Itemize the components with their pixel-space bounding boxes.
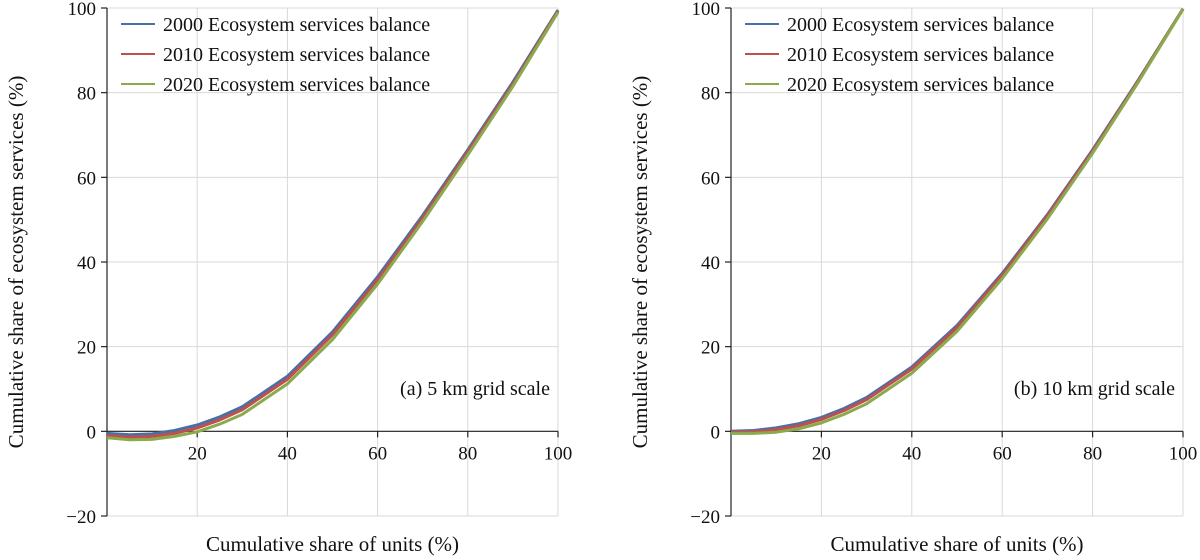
panel-a-x-axis-title: Cumulative share of units (%) bbox=[206, 532, 459, 556]
panel-b-xtick-label: 80 bbox=[1083, 443, 1102, 464]
panel-b-x-axis-title: Cumulative share of units (%) bbox=[830, 532, 1083, 556]
panel-b-group: −20 0 20 40 60 80 100 20 40 60 80 100 2000 Ecosystem… bbox=[628, 0, 1197, 556]
panel-b-ytick-label: −20 bbox=[690, 507, 720, 528]
panel-a-group: −20 0 20 40 60 80 100 20 40 60 80 100 2000 Ecosystem… bbox=[4, 0, 572, 556]
panel-a-series-line-3 bbox=[106, 11, 560, 442]
panel-a-series-line-2 bbox=[106, 10, 560, 439]
panel-a-ytick-label: 0 bbox=[87, 422, 97, 443]
panel-b-y-axis-title: Cumulative share of ecosystem services (… bbox=[628, 76, 652, 449]
panel-b-legend-label-3: 2020 Ecosystem services balance bbox=[787, 74, 1054, 96]
panel-a-legend-label-2: 2010 Ecosystem services balance bbox=[163, 44, 430, 66]
panel-a-y-axis-title: Cumulative share of ecosystem services (… bbox=[4, 76, 28, 449]
panel-b-ytick-label: 60 bbox=[701, 168, 720, 189]
panel-a-xtick-label: 100 bbox=[544, 443, 573, 464]
panel-a-legend-label-1: 2000 Ecosystem services balance bbox=[163, 14, 430, 36]
panel-a-ytick-label: 80 bbox=[77, 84, 96, 105]
panel-b-series-line-3 bbox=[731, 8, 1185, 435]
panel-b-series-line-2 bbox=[730, 8, 1185, 434]
panel-b-ytick-label: 0 bbox=[711, 422, 721, 443]
panel-b-xtick-label: 40 bbox=[902, 443, 921, 464]
panel-a-ytick-label: 100 bbox=[68, 0, 97, 20]
panel-a-ytick-label: 40 bbox=[77, 253, 96, 274]
panel-b-panel-label: (b) 10 km grid scale bbox=[1014, 378, 1175, 400]
panel-b-xtick-label: 100 bbox=[1169, 443, 1198, 464]
panel-a-xtick-label: 60 bbox=[368, 443, 387, 464]
panel-a-xtick-label: 40 bbox=[278, 443, 297, 464]
panel-b-legend-label-2: 2010 Ecosystem services balance bbox=[787, 44, 1054, 66]
panel-a-ytick-label: 60 bbox=[77, 168, 96, 189]
panel-b-series-line-1 bbox=[730, 8, 1185, 433]
panel-b-ytick-label: 40 bbox=[701, 253, 720, 274]
panel-b-ytick-label: 20 bbox=[701, 338, 720, 359]
panel-a-xtick-label: 80 bbox=[458, 443, 477, 464]
panel-b-ytick-label: 100 bbox=[692, 0, 721, 20]
panel-b-legend-label-1: 2000 Ecosystem services balance bbox=[787, 14, 1054, 36]
panel-a-panel-label: (a) 5 km grid scale bbox=[400, 378, 550, 400]
panel-a-legend-label-3: 2020 Ecosystem services balance bbox=[163, 74, 430, 96]
panel-a-ytick-label: 20 bbox=[77, 338, 96, 359]
panel-a-xtick-label: 20 bbox=[188, 443, 207, 464]
panel-a-ytick-label: −20 bbox=[66, 507, 96, 528]
panel-b-xtick-label: 20 bbox=[812, 443, 831, 464]
panel-b-xtick-label: 60 bbox=[993, 443, 1012, 464]
panel-b-ytick-label: 80 bbox=[701, 84, 720, 105]
